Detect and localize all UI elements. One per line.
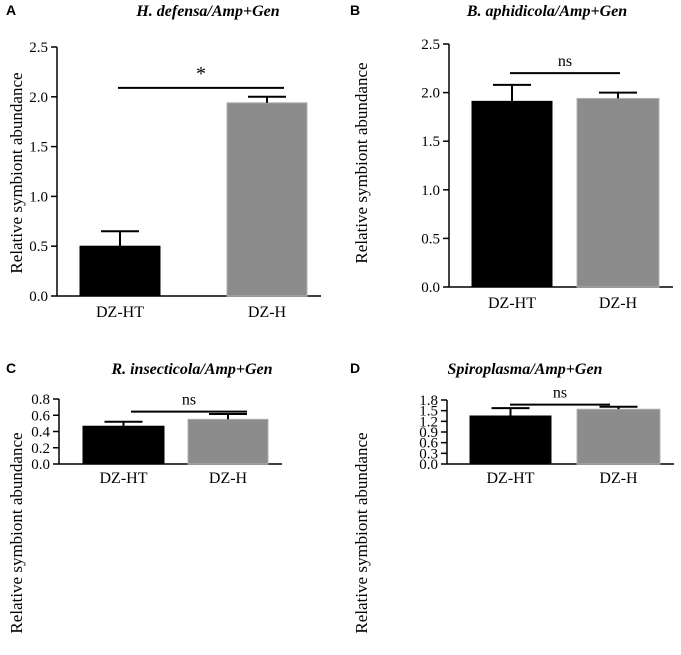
panel-d-y-tick-label: 0.3: [419, 446, 438, 462]
panel-a-bar-dz-h: [226, 102, 308, 297]
panel-b-y-tick-label: 0.0: [421, 280, 440, 296]
panel-letter-b: B: [350, 2, 360, 18]
panel-d-significance-label: ns: [553, 385, 567, 402]
panel-c-y-tick-label: 0.4: [31, 425, 50, 441]
panel-d-y-tick-label: 1.8: [419, 393, 438, 409]
panel-b-y-tick-label: 2.0: [421, 86, 440, 102]
panel-d-y-tick-label: 1.5: [419, 404, 438, 420]
panel-b-category-label: DZ-HT: [488, 295, 536, 312]
panel-d-y-axis-label: Relative symbiont abundance: [352, 432, 371, 633]
panel-c-y-axis-label: Relative symbiont abundance: [7, 432, 26, 633]
panel-c-y-tick-label: 0.2: [31, 441, 50, 457]
panel-b-y-tick-label: 1.5: [421, 134, 440, 150]
panel-a-bar-dz-ht: [79, 245, 161, 297]
panel-d-bar-dz-h: [576, 408, 661, 465]
panel-b-significance-label: ns: [558, 53, 572, 70]
panel-a-significance-label: *: [196, 63, 206, 85]
panel-b-y-tick-label: 2.5: [421, 37, 440, 53]
panel-a-category-label: DZ-H: [248, 304, 287, 321]
panel-c: C R. insecticola/Amp+Gen Relative symbio…: [6, 360, 282, 634]
panel-b-y-axis-label: Relative symbiont abundance: [352, 62, 371, 263]
panel-a-y-tick-label: 1.5: [29, 140, 48, 156]
panel-d-category-label: DZ-HT: [487, 470, 535, 487]
panel-d-y-tick-label: 1.2: [419, 414, 438, 430]
panel-a-y-tick-label: 0.5: [29, 239, 48, 255]
panel-a-y-tick-label: 0.0: [29, 289, 48, 305]
panel-a-y-tick-label: 1.0: [29, 189, 48, 205]
panel-a-y-tick-label: 2.5: [29, 40, 48, 56]
panel-b: B B. aphidicola/Amp+Gen Relative symbion…: [350, 2, 673, 312]
panel-c-category-label: DZ-HT: [100, 470, 148, 487]
panel-d: D Spiroplasma/Amp+Gen Relative symbiont …: [350, 360, 674, 634]
panel-d-title: Spiroplasma/Amp+Gen: [448, 361, 603, 378]
panel-b-title: B. aphidicola/Amp+Gen: [466, 3, 627, 20]
panel-b-bar-dz-h: [576, 97, 660, 288]
panel-c-title: R. insecticola/Amp+Gen: [110, 361, 272, 378]
panel-c-significance-label: ns: [182, 392, 196, 409]
panel-a-y-axis-label: Relative symbiont abundance: [7, 72, 26, 273]
panel-d-y-tick-label: 0.6: [419, 436, 438, 452]
panel-a: A H. defensa/Amp+Gen Relative symbiont a…: [6, 2, 321, 321]
panel-letter-c: C: [6, 360, 16, 376]
panel-letter-a: A: [6, 2, 16, 18]
panel-b-bar-dz-ht: [471, 100, 553, 288]
panel-b-category-label: DZ-H: [599, 295, 638, 312]
panel-a-category-label: DZ-HT: [96, 304, 144, 321]
panel-b-y-tick-label: 0.5: [421, 231, 440, 247]
panel-c-bar-dz-ht: [82, 425, 165, 465]
panel-d-category-label: DZ-H: [599, 470, 638, 487]
panel-c-y-tick-label: 0.8: [31, 392, 50, 408]
panel-c-category-label: DZ-H: [209, 470, 248, 487]
panel-d-y-tick-label: 0.0: [419, 457, 438, 473]
panel-a-title: H. defensa/Amp+Gen: [135, 3, 279, 20]
panel-a-y-tick-label: 2.0: [29, 90, 48, 106]
panel-c-y-tick-label: 0.0: [31, 457, 50, 473]
panel-d-bar-dz-ht: [469, 415, 552, 465]
panel-letter-d: D: [350, 360, 360, 376]
panel-d-y-tick-label: 0.9: [419, 425, 438, 441]
panel-b-y-tick-label: 1.0: [421, 183, 440, 199]
panel-c-y-tick-label: 0.6: [31, 408, 50, 424]
panel-c-bar-dz-h: [187, 418, 269, 465]
